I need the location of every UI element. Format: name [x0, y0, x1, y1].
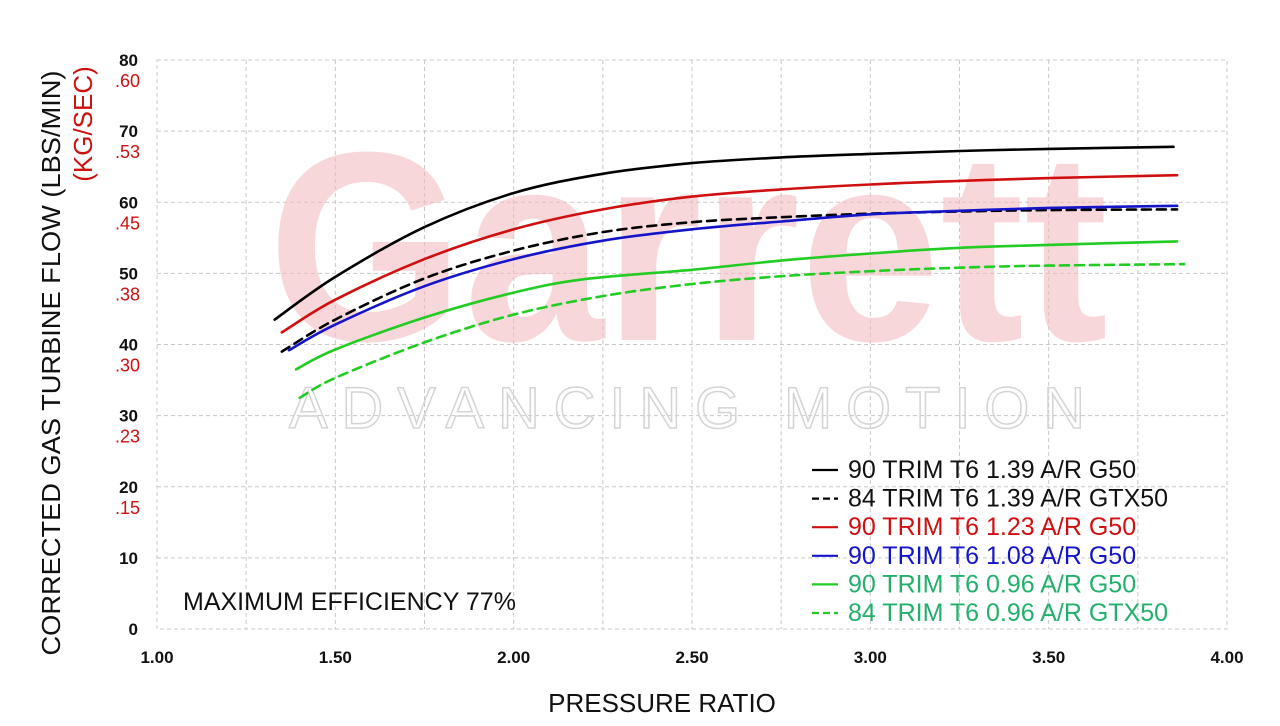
y-tick-label: 30 [119, 407, 138, 426]
x-tick-label: 2.00 [497, 648, 530, 667]
x-tick-label: 4.00 [1210, 648, 1243, 667]
y2-axis-ticks: .15 .23 .30 .38 .45 .53 .60 [115, 71, 140, 518]
y-tick-label: 10 [119, 549, 138, 568]
y-axis-ticks: 0 10 20 30 40 50 60 70 80 [119, 51, 138, 639]
y2-tick-label: .15 [115, 498, 140, 518]
series-line-4 [287, 204, 1179, 352]
y2-tick-label: .23 [115, 427, 140, 447]
y-tick-label: 60 [119, 193, 138, 212]
y-axis-title: CORRECTED GAS TURBINE FLOW (LBS/MIN) [36, 71, 66, 656]
y2-axis-title: (KG/SEC) [68, 66, 98, 182]
x-tick-label: 2.50 [675, 648, 708, 667]
y2-tick-label: .45 [115, 213, 140, 233]
y-tick-label: 50 [119, 264, 138, 283]
series-line-5 [294, 240, 1179, 371]
x-tick-label: 1.50 [319, 648, 352, 667]
legend-label-6: 84 TRIM T6 0.96 A/R GTX50 [848, 599, 1168, 627]
series-line-6 [298, 262, 1186, 400]
legend-label-1: 90 TRIM T6 1.39 A/R G50 [848, 456, 1136, 484]
series-line-2 [280, 208, 1179, 353]
series-line-3 [280, 173, 1179, 334]
legend-label-3: 90 TRIM T6 1.23 A/R G50 [848, 513, 1136, 541]
y-tick-label: 0 [129, 620, 138, 639]
y-tick-label: 20 [119, 478, 138, 497]
x-tick-label: 3.50 [1032, 648, 1065, 667]
x-axis-title: PRESSURE RATIO [548, 688, 776, 718]
y-tick-label: 70 [119, 122, 138, 141]
y2-tick-label: .53 [115, 142, 140, 162]
legend-label-4: 90 TRIM T6 1.08 A/R G50 [848, 542, 1136, 570]
series-line-1 [273, 145, 1175, 321]
legend-label-2: 84 TRIM T6 1.39 A/R GTX50 [848, 485, 1168, 513]
y2-tick-label: .30 [115, 356, 140, 376]
x-axis-ticks: 1.00 1.50 2.00 2.50 3.00 3.50 4.00 [140, 648, 1243, 667]
legend-label-5: 90 TRIM T6 0.96 A/R G50 [848, 570, 1136, 598]
max-efficiency-annotation: MAXIMUM EFFICIENCY 77% [183, 588, 516, 616]
x-tick-label: 1.00 [140, 648, 173, 667]
grid [156, 59, 1228, 630]
series-lines [273, 145, 1186, 400]
x-tick-label: 3.00 [854, 648, 887, 667]
y2-tick-label: .60 [115, 71, 140, 91]
watermark-tagline: ADVANCING MOTION [289, 376, 1099, 441]
y2-tick-label: .38 [115, 284, 140, 304]
y-tick-label: 40 [119, 336, 138, 355]
y-tick-label: 80 [119, 51, 138, 70]
